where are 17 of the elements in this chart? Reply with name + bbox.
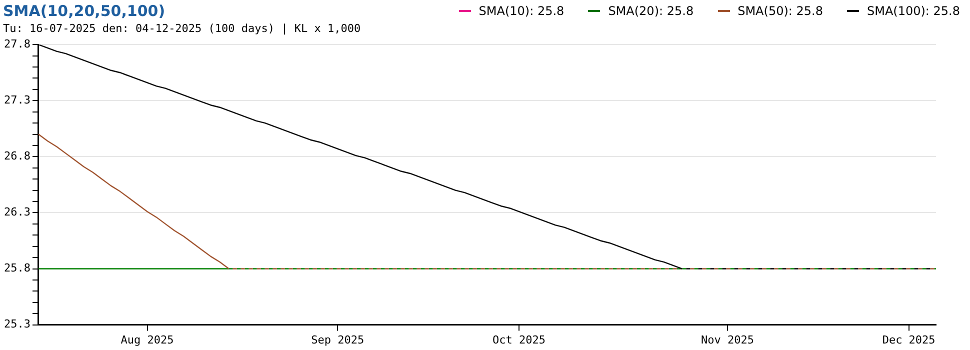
text: Tu: 16-07-2025 den: 04-12-2025 (100 days) | KL x 1,000	[3, 22, 361, 35]
legend-label: SMA(10): 25.8	[478, 4, 564, 18]
y-tick-label: 25.8	[4, 262, 30, 275]
y-tick-label: 27.8	[4, 37, 30, 50]
x-tick-label: Oct 2025	[492, 333, 546, 346]
chart-title: SMA(10,20,50,100)	[3, 2, 166, 20]
legend-label: SMA(50): 25.8	[738, 4, 823, 18]
y-tick-label: 26.3	[4, 206, 30, 219]
legend-label: SMA(100): 25.8	[866, 4, 960, 18]
x-tick-label: Aug 2025	[120, 333, 174, 346]
x-tick-label: Dec 2025	[882, 333, 936, 346]
legend-label: SMA(20): 25.8	[608, 4, 694, 18]
x-tick-label: Nov 2025	[700, 333, 754, 346]
y-tick-label: 25.3	[4, 318, 30, 331]
y-tick-label: 27.3	[4, 94, 30, 106]
y-tick-label: 26.8	[4, 150, 30, 163]
x-tick-label: Sep 2025	[311, 333, 364, 346]
